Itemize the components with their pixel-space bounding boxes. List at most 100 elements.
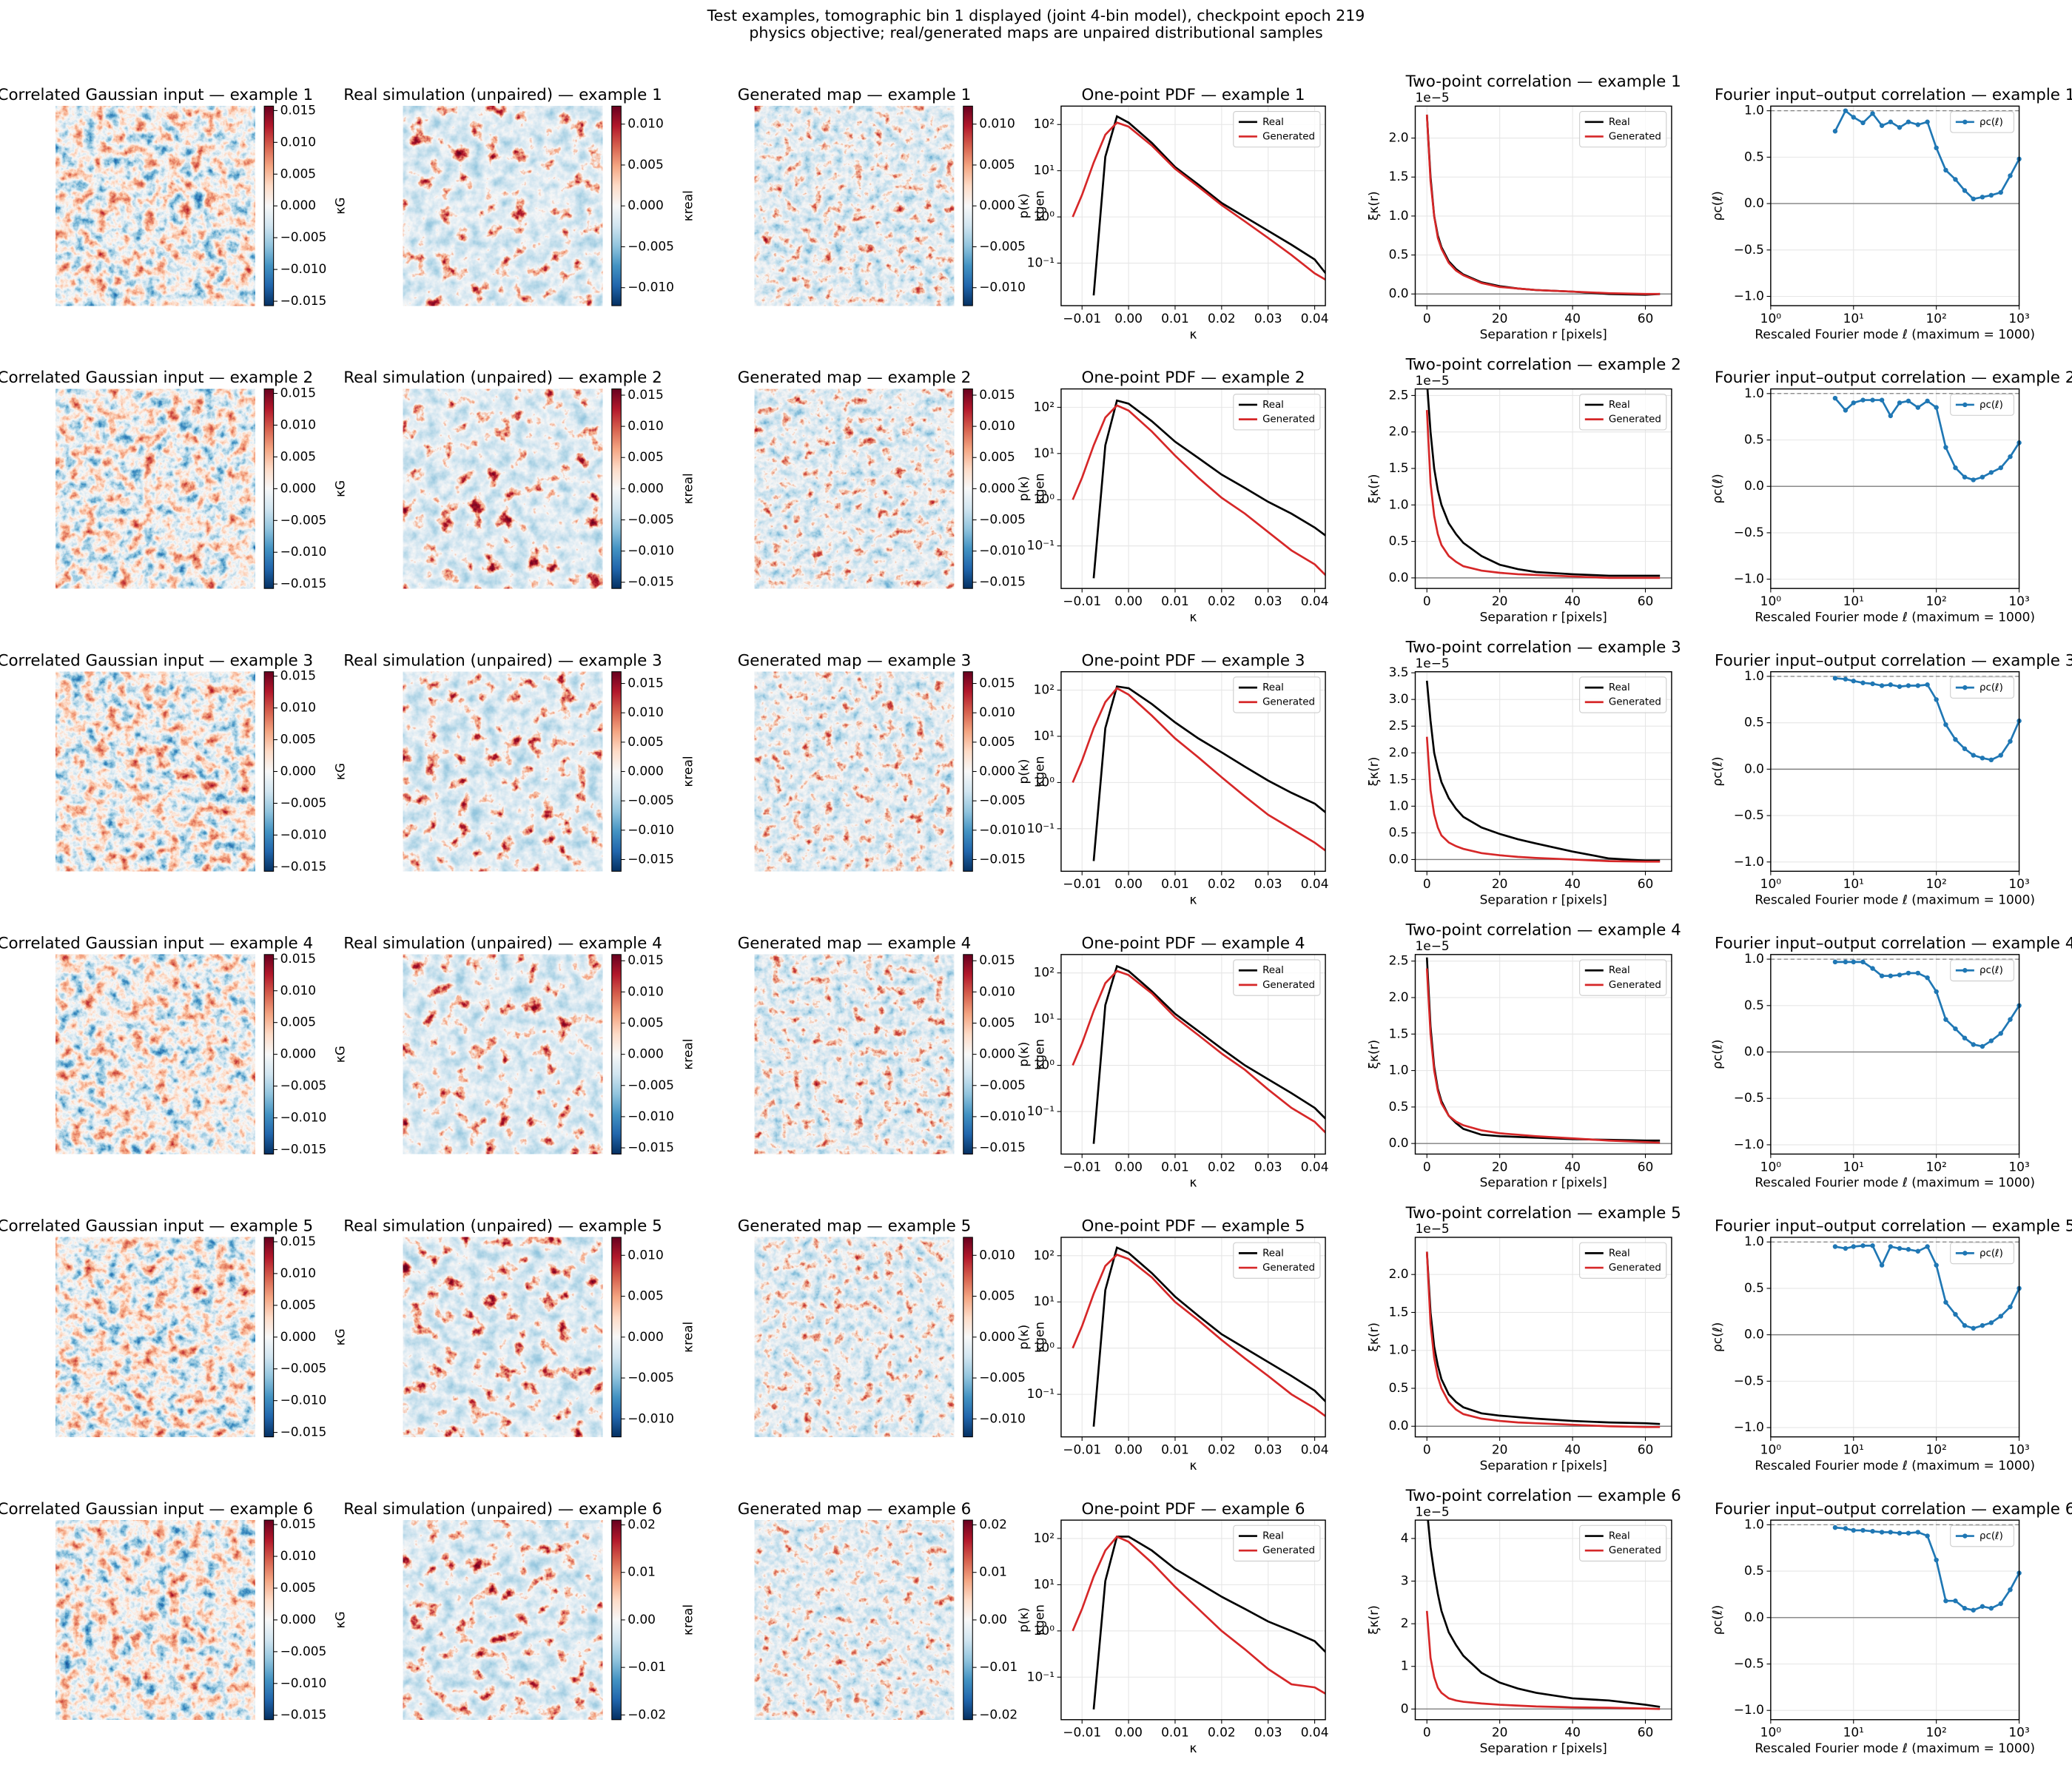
y-tick-label: 1.0 bbox=[1744, 386, 1764, 400]
x-tick-label: 0.04 bbox=[1301, 311, 1329, 326]
series-marker bbox=[1851, 959, 1856, 965]
y-tick-label: 0.5 bbox=[1744, 1563, 1764, 1578]
series-marker bbox=[1843, 108, 1849, 113]
colorbar-label: κG bbox=[333, 1611, 348, 1628]
legend-marker bbox=[1962, 968, 1968, 973]
series-marker bbox=[1897, 684, 1903, 689]
legend-label: Generated bbox=[1609, 697, 1661, 708]
map-image bbox=[56, 389, 255, 589]
axes-frame bbox=[1770, 105, 2020, 306]
series-marker bbox=[1906, 1530, 1911, 1536]
x-tick-label: 0.02 bbox=[1208, 1725, 1236, 1740]
y-tick-label: 10² bbox=[1034, 682, 1054, 697]
series-marker bbox=[1870, 966, 1875, 971]
series-marker bbox=[1998, 1314, 2003, 1319]
legend-box bbox=[1950, 959, 2014, 982]
colorbar-tick-label: −0.015 bbox=[628, 574, 674, 589]
series-marker bbox=[1953, 1311, 1958, 1317]
x-tick-label: 0.04 bbox=[1301, 876, 1329, 891]
colorbar-label: κG bbox=[333, 763, 348, 780]
map-title: Generated map — example 3 bbox=[738, 651, 972, 670]
x-tick-label: 0.02 bbox=[1208, 594, 1236, 608]
series-marker bbox=[1998, 753, 2003, 758]
colorbar bbox=[611, 1237, 622, 1438]
axes-title: Fourier input–output correlation — examp… bbox=[1715, 1217, 2072, 1236]
map-title: Real simulation (unpaired) — example 6 bbox=[343, 1500, 662, 1519]
legend-label: ρc(ℓ) bbox=[1980, 117, 2003, 128]
y-axis-label: p(κ) bbox=[1016, 476, 1031, 501]
y-tick-label: 10¹ bbox=[1034, 163, 1054, 178]
legend-box bbox=[1579, 1524, 1667, 1562]
y-axis-label: ξκ(r) bbox=[1366, 757, 1381, 787]
legend-box bbox=[1579, 959, 1667, 996]
legend-box bbox=[1579, 110, 1667, 148]
map-image bbox=[754, 954, 955, 1154]
x-tick-label: 0.01 bbox=[1161, 1442, 1189, 1456]
series-marker bbox=[1962, 188, 1968, 193]
axes-title: Two-point correlation — example 3 bbox=[1405, 639, 1681, 657]
legend-box bbox=[1579, 676, 1667, 713]
x-tick-label: 0.03 bbox=[1254, 1725, 1282, 1740]
y-tick-label: −1.0 bbox=[1734, 1419, 1764, 1434]
map-image bbox=[403, 671, 603, 872]
series-marker bbox=[1962, 746, 1968, 751]
series-marker bbox=[1897, 972, 1903, 978]
x-axis-label: Separation r [pixels] bbox=[1480, 1741, 1607, 1755]
colorbar-tick-label: 0.005 bbox=[979, 157, 1015, 172]
colorbar-tick-label: 0.000 bbox=[280, 1329, 317, 1344]
y-axis-label: ξκ(r) bbox=[1366, 474, 1381, 504]
map-title: Real simulation (unpaired) — example 5 bbox=[343, 1217, 662, 1236]
x-axis-label: κ bbox=[1190, 326, 1197, 341]
colorbar-tick-label: 0.005 bbox=[280, 732, 317, 747]
y-axis-label: ρc(ℓ) bbox=[1709, 1605, 1724, 1635]
colorbar-tick-label: −0.02 bbox=[628, 1707, 666, 1721]
series-marker bbox=[1888, 973, 1894, 978]
y-axis-label: ξκ(r) bbox=[1366, 1040, 1381, 1069]
x-tick-label: 0.01 bbox=[1161, 876, 1189, 891]
series-marker bbox=[1988, 757, 1994, 763]
colorbar-tick-label: 0.010 bbox=[979, 984, 1015, 998]
offset-label: 1e−5 bbox=[1416, 373, 1450, 388]
legend-box bbox=[1233, 110, 1321, 148]
y-tick-label: 1.0 bbox=[1389, 1342, 1409, 1357]
colorbar bbox=[611, 671, 622, 872]
series-marker bbox=[1906, 683, 1911, 688]
y-tick-label: 2.0 bbox=[1389, 130, 1409, 145]
series-marker bbox=[1998, 189, 2003, 195]
colorbar-tick-label: 0.010 bbox=[628, 984, 664, 998]
y-tick-label: 0.5 bbox=[1389, 534, 1409, 548]
legend-label: Generated bbox=[1609, 414, 1661, 426]
colorbar-tick-label: −0.010 bbox=[979, 822, 1026, 837]
y-tick-label: −1.0 bbox=[1734, 1137, 1764, 1152]
series-marker bbox=[1962, 474, 1968, 480]
x-tick-label: 40 bbox=[1564, 311, 1581, 326]
y-tick-label: 10⁻¹ bbox=[1027, 1103, 1054, 1118]
colorbar-label: κG bbox=[333, 1046, 348, 1063]
x-axis-label: Separation r [pixels] bbox=[1480, 1458, 1607, 1473]
series-marker bbox=[1998, 1601, 2003, 1607]
colorbar bbox=[611, 954, 622, 1154]
x-tick-label: 20 bbox=[1492, 311, 1508, 326]
y-axis-label: ρc(ℓ) bbox=[1709, 1322, 1724, 1352]
series-marker bbox=[1953, 465, 1958, 471]
colorbar-tick-label: 0.01 bbox=[979, 1564, 1007, 1579]
series-marker bbox=[1860, 959, 1866, 965]
x-tick-label: 60 bbox=[1638, 594, 1654, 608]
axes-frame bbox=[1770, 954, 2020, 1155]
y-axis-label: ρc(ℓ) bbox=[1709, 474, 1724, 503]
legend-label: Generated bbox=[1262, 131, 1315, 142]
legend-label: Generated bbox=[1262, 980, 1315, 991]
series-marker bbox=[1988, 470, 1994, 475]
y-tick-label: −1.0 bbox=[1734, 1702, 1764, 1717]
legend-box bbox=[1233, 1242, 1321, 1279]
colorbar bbox=[963, 671, 973, 872]
y-tick-label: 0.0 bbox=[1389, 1418, 1409, 1433]
x-tick-label: 0 bbox=[1423, 311, 1431, 326]
colorbar bbox=[263, 671, 275, 872]
colorbar-tick-label: −0.01 bbox=[628, 1659, 666, 1674]
map-title: Generated map — example 1 bbox=[738, 86, 972, 104]
axes-frame bbox=[1060, 105, 1326, 306]
series-marker bbox=[1980, 1043, 1985, 1049]
colorbar-tick-label: −0.010 bbox=[280, 1675, 327, 1690]
colorbar bbox=[963, 1237, 973, 1438]
